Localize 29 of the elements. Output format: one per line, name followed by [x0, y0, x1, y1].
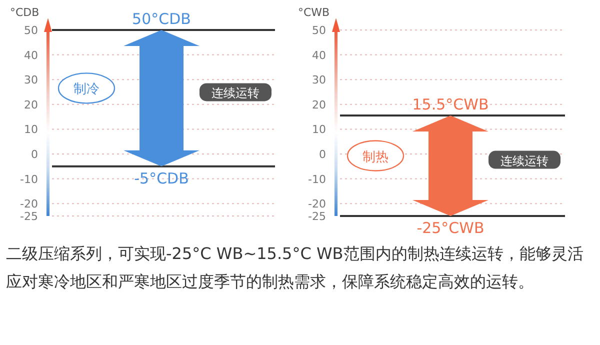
y-tick-label: 50: [24, 24, 38, 37]
y-tick-label: 30: [24, 74, 38, 87]
annotation: -5°CDB: [134, 169, 189, 188]
annotation: 连续运转: [500, 154, 548, 168]
y-tick-label: -25: [308, 210, 326, 223]
annotation: 制冷: [74, 82, 100, 98]
y-axis-title: °CDB: [10, 6, 40, 19]
y-tick-label: 0: [31, 148, 38, 161]
y-tick-label: -25: [20, 210, 38, 223]
annotation: 15.5°CWB: [412, 96, 489, 114]
annotation: 50°CDB: [132, 10, 191, 28]
y-tick-label: 50: [312, 24, 326, 37]
y-tick-label: -10: [308, 172, 326, 186]
y-tick-label: 40: [312, 48, 326, 62]
y-tick-label: 20: [312, 98, 326, 112]
y-tick-label: -20: [20, 198, 38, 211]
y-tick-label: -20: [308, 198, 326, 211]
y-tick-label: 10: [312, 123, 326, 136]
text: 二级压缩系列，可实现-25°C WB~15.5°C WB范围内的制热连续运转，能够灵活应对寒冷地区和严寒地区过度季节的制热需求，保障系统稳定高效的运转。: [6, 243, 584, 293]
y-tick-label: 30: [312, 74, 326, 87]
annotation: -25°CWB: [416, 219, 484, 237]
y-tick-label: -10: [20, 172, 38, 186]
annotation: 制热: [362, 150, 388, 165]
y-axis-title: °CWB: [298, 6, 330, 19]
y-tick-label: 10: [24, 123, 38, 136]
annotation: 连续运转: [212, 86, 260, 100]
y-tick-label: 40: [24, 48, 38, 62]
y-tick-label: 0: [319, 148, 326, 161]
y-tick-label: 20: [24, 98, 38, 112]
